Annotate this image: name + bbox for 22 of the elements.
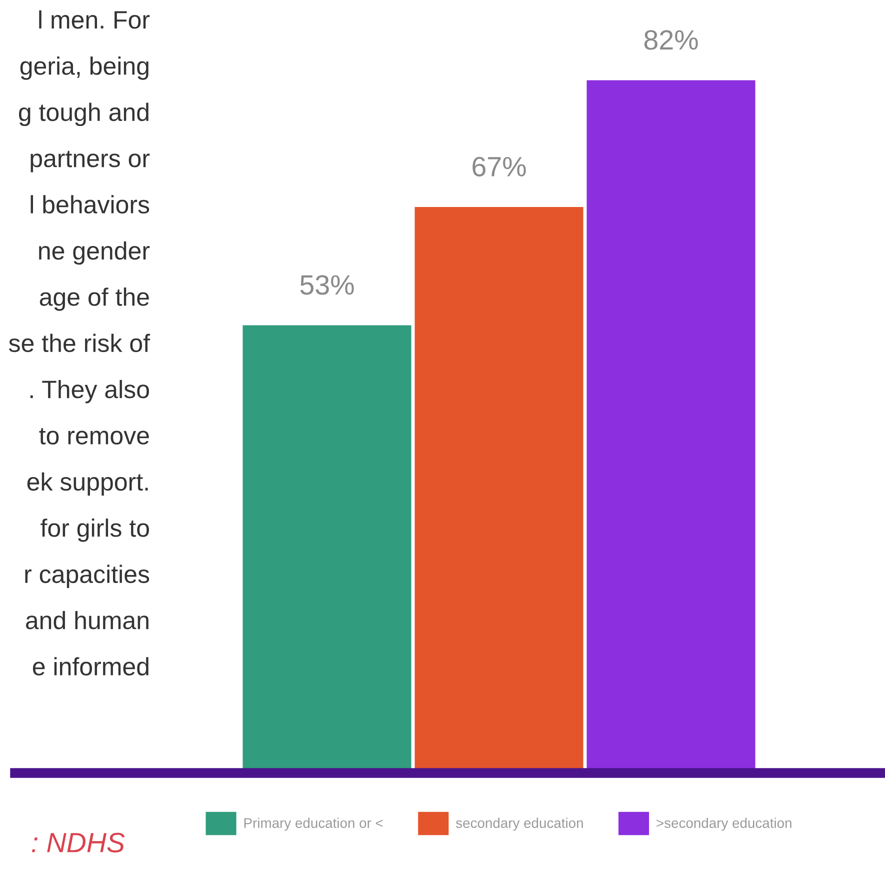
text: age of the [40,288,149,311]
text: se the risk of [8,334,150,352]
data-label: 67% [472,156,526,176]
text: . They also [30,380,149,404]
text: : NDHS [32,832,125,852]
text: ne gender [39,241,150,265]
text: and human [26,610,148,630]
text: l behaviors [30,195,150,214]
text: geria, being [20,56,148,80]
text: ek support. [27,472,148,496]
text: r capacities [25,564,150,588]
text: e informed [32,657,148,676]
legend-label: secondary education [456,818,583,831]
data-label: 53% [300,275,354,295]
text: g tough and [18,102,148,126]
text: for girls to [40,518,149,542]
text: l men. For [39,10,150,29]
data-label: 82% [644,30,698,50]
legend-label: Primary education or < [244,818,383,831]
text: to remove [39,428,149,445]
legend-label: >secondary education [656,818,792,831]
text: partners or [30,150,150,172]
